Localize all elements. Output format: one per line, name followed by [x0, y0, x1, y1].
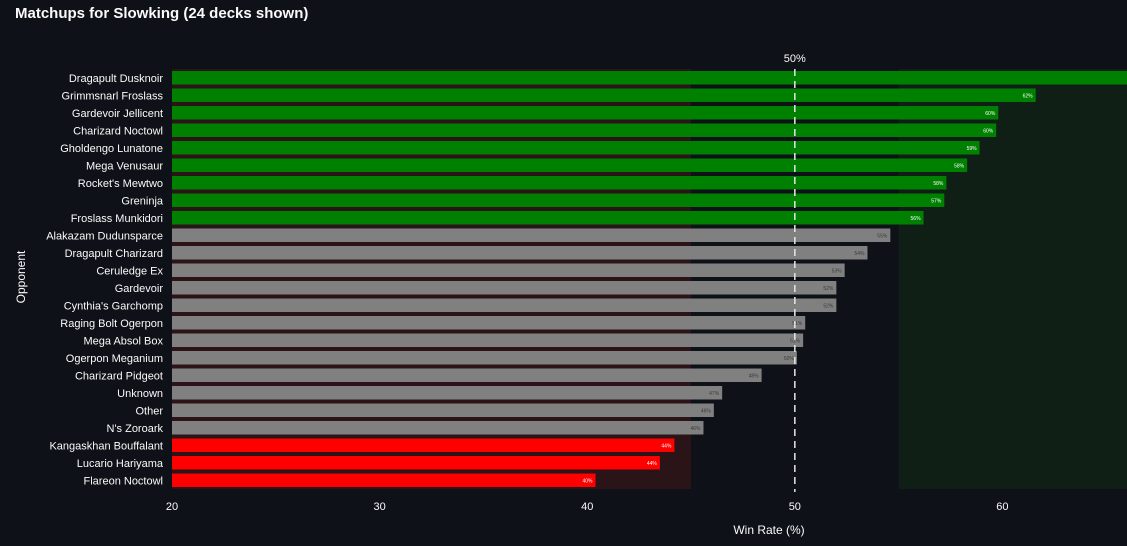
bar-value-label: 52%: [823, 286, 834, 292]
bar-value-label: 51%: [790, 338, 801, 344]
category-label: Other: [135, 405, 163, 417]
category-label: Flareon Noctowl: [84, 475, 163, 487]
bar: [172, 421, 704, 435]
bar-value-label: 54%: [854, 251, 865, 257]
category-label: Rocket's Mewtwo: [78, 178, 163, 190]
x-tick-label: 30: [373, 501, 385, 513]
category-label: Ogerpon Meganium: [66, 353, 163, 365]
bar-labels: 67%62%60%60%59%58%58%57%56%55%54%53%52%5…: [583, 93, 1034, 484]
category-labels: Dragapult Dusknoir Grimmsnarl Froslass Gar…: [46, 73, 164, 488]
reference-line-label: 50%: [784, 53, 806, 65]
bar: [172, 211, 924, 225]
bar: [172, 263, 845, 277]
bar-value-label: 53%: [832, 268, 843, 274]
bar: [172, 438, 675, 452]
bar: [172, 351, 797, 365]
background-bands: [172, 69, 1127, 489]
bar: [172, 456, 660, 470]
category-label: Mega Venusaur: [86, 160, 163, 172]
bar-value-label: 58%: [954, 163, 965, 169]
category-label: Mega Absol Box: [84, 335, 164, 347]
bar-value-label: 44%: [647, 461, 658, 467]
reference-line: 50%: [784, 53, 806, 492]
bar: [172, 158, 968, 172]
x-tick-label: 50: [789, 501, 801, 513]
category-label: Dragapult Charizard: [65, 248, 163, 260]
bar: [172, 368, 762, 382]
bar: [172, 176, 947, 190]
category-label: Gardevoir: [115, 283, 164, 295]
bar: [172, 71, 1127, 85]
bar: [172, 193, 945, 207]
bar: [172, 333, 804, 347]
category-label: N's Zoroark: [107, 423, 164, 435]
bar: [172, 141, 980, 155]
y-axis-title: Opponent: [14, 250, 28, 303]
bar: [172, 473, 596, 487]
bar: [172, 228, 891, 242]
bar: [172, 403, 714, 417]
category-label: Gardevoir Jellicent: [72, 108, 163, 120]
bar-value-label: 55%: [877, 233, 888, 239]
bar-value-label: 47%: [709, 391, 720, 397]
bar: [172, 386, 723, 400]
x-axis-ticks: 20 30 40 50 60: [166, 501, 1009, 513]
category-label: Cynthia's Garchomp: [64, 300, 163, 312]
category-label: Ceruledge Ex: [96, 265, 163, 277]
bar-value-label: 50%: [784, 356, 795, 362]
bar-value-label: 40%: [583, 478, 594, 484]
bar-value-label: 57%: [931, 198, 942, 204]
x-axis-title: Win Rate (%): [733, 523, 804, 537]
x-tick-label: 40: [581, 501, 593, 513]
category-label: Raging Bolt Ogerpon: [60, 318, 163, 330]
bars: [172, 71, 1127, 487]
category-label: Alakazam Dudunsparce: [46, 230, 163, 242]
bar-value-label: 60%: [983, 128, 994, 134]
category-label: Lucario Hariyama: [77, 458, 164, 470]
category-label: Froslass Munkidori: [71, 213, 163, 225]
category-label: Grimmsnarl Froslass: [62, 90, 164, 102]
bar-value-label: 51%: [792, 321, 803, 327]
bar-value-label: 60%: [985, 111, 996, 117]
background-band: [172, 69, 692, 489]
bar-value-label: 58%: [933, 181, 944, 187]
bar: [172, 316, 806, 330]
x-tick-label: 60: [996, 501, 1008, 513]
x-tick-label: 20: [166, 501, 178, 513]
category-label: Charizard Noctowl: [73, 125, 163, 137]
bar-value-label: 52%: [823, 303, 834, 309]
bar: [172, 123, 997, 137]
bar: [172, 281, 837, 295]
category-label: Kangaskhan Bouffalant: [49, 440, 163, 452]
bar-value-label: 56%: [911, 216, 922, 222]
bar: [172, 88, 1036, 102]
chart-title: Matchups for Slowking (24 decks shown): [15, 5, 309, 22]
background-band: [898, 69, 1127, 489]
bar: [172, 106, 999, 120]
category-label: Greninja: [121, 195, 163, 207]
bar-value-label: 46%: [690, 426, 701, 432]
bar-value-label: 62%: [1023, 93, 1034, 99]
bar-value-label: 48%: [749, 373, 760, 379]
category-label: Charizard Pidgeot: [75, 370, 163, 382]
category-label: Unknown: [117, 388, 163, 400]
bar: [172, 246, 868, 260]
bar-value-label: 44%: [661, 443, 672, 449]
category-label: Dragapult Dusknoir: [69, 73, 163, 85]
bar-value-label: 59%: [967, 146, 978, 152]
bar-value-label: 46%: [701, 408, 712, 414]
bar: [172, 298, 837, 312]
category-label: Gholdengo Lunatone: [60, 143, 163, 155]
